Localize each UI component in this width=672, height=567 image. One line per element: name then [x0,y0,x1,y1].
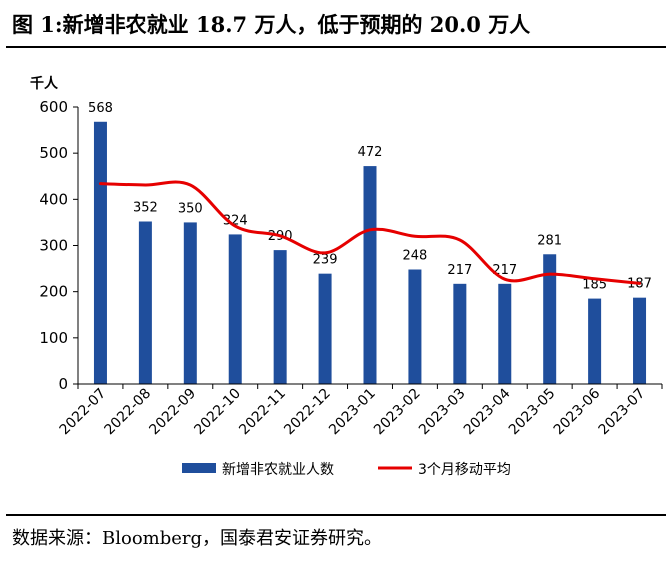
x-tick-label: 2022-10 [191,386,244,439]
moving-average-line [98,180,642,285]
y-tick-label: 300 [39,237,68,255]
x-tick-label: 2022-12 [281,386,334,439]
x-tick-label: 2023-03 [416,386,469,439]
x-tick-label: 2023-05 [506,386,559,439]
bar-series [93,121,647,385]
bar [588,298,602,384]
bar-data-label: 248 [403,249,428,264]
bar [228,234,242,384]
x-tick-label: 2023-02 [371,386,424,439]
y-tick-label: 100 [39,329,68,347]
y-tick-label: 500 [39,144,68,162]
bar [633,297,647,384]
bar [498,283,512,384]
bar-data-label: 281 [537,233,562,248]
y-tick-label: 600 [39,98,68,116]
bar-data-label: 324 [223,213,248,228]
y-tick-label: 400 [39,190,68,208]
moving-average-series [98,180,642,285]
bar-data-label: 239 [313,253,338,268]
x-tick-label: 2022-11 [236,386,289,439]
legend-label-line: 3个月移动平均 [418,462,511,478]
x-axis: 2022-072022-082022-092022-102022-112022-… [57,383,663,439]
legend-swatch-bar [182,463,216,473]
legend-label-bar: 新增非农就业人数 [222,462,334,478]
bar [408,269,422,384]
bar [93,121,107,385]
x-tick-label: 2022-08 [102,386,155,439]
bar [363,166,377,384]
bar [453,283,467,384]
bar [543,254,557,384]
x-tick-label: 2023-06 [551,385,604,438]
bar-data-label: 350 [178,201,203,216]
source-note: 数据来源：Bloomberg，国泰君安证券研究。 [12,528,383,549]
bar [183,222,197,384]
x-tick-label: 2023-04 [461,385,514,438]
bar-data-label: 352 [133,200,158,215]
bar-data-label: 185 [582,278,607,293]
source-rule [6,514,666,516]
bar [273,250,287,384]
title-rule [6,46,666,48]
x-tick-label: 2022-07 [57,386,110,439]
bar [318,273,332,384]
x-tick-label: 2023-01 [326,386,379,439]
bar-data-label: 217 [447,263,472,278]
bar-data-label: 472 [358,145,383,160]
x-tick-label: 2022-09 [146,386,199,439]
y-unit-label: 千人 [30,75,59,92]
figure-title: 图 1:新增非农就业 18.7 万人，低于预期的 20.0 万人 [12,12,531,37]
x-tick-label: 2023-07 [596,386,649,439]
bar [138,221,152,384]
y-tick-label: 0 [58,375,68,393]
bar-data-label: 568 [88,101,113,116]
legend: 新增非农就业人数 3个月移动平均 [182,462,511,478]
y-axis: 0 100 200 300 400 500 600 [39,98,79,393]
y-tick-label: 200 [39,283,68,301]
